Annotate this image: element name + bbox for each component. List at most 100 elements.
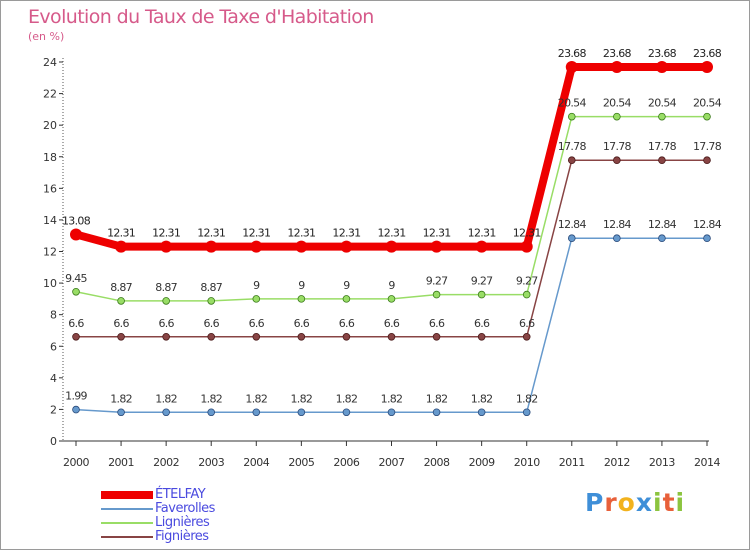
data-point <box>475 240 488 253</box>
data-point <box>701 61 713 74</box>
data-point <box>117 297 125 305</box>
data-label: 12.84 <box>648 218 677 231</box>
legend-item: Faverolles <box>101 502 215 516</box>
data-point <box>655 61 668 74</box>
data-label: 12.84 <box>603 218 632 231</box>
data-label: 23.68 <box>603 47 632 60</box>
data-point <box>72 287 80 296</box>
legend-item: Lignières <box>101 516 215 530</box>
data-label: 6.6 <box>249 317 265 330</box>
data-label: 6.6 <box>68 317 84 330</box>
logo-letter: i <box>653 488 663 517</box>
data-point <box>567 156 576 165</box>
data-point <box>387 332 396 341</box>
data-label: 23.68 <box>648 47 677 60</box>
data-label: 12.31 <box>423 227 451 240</box>
data-label: 20.54 <box>648 97 677 110</box>
data-label: 1.99 <box>65 390 87 403</box>
series-etelfay <box>70 61 713 253</box>
data-point <box>70 228 82 241</box>
series-fignieres <box>72 156 711 341</box>
data-point <box>340 240 353 253</box>
data-point <box>522 332 531 341</box>
data-label: 9 <box>253 279 260 292</box>
data-point <box>295 240 308 253</box>
y-tick-label: 10 <box>43 277 57 290</box>
data-label: 23.68 <box>693 47 722 60</box>
y-tick-label: 4 <box>50 372 57 385</box>
legend: ÉTELFAY Faverolles Lignières Fignières <box>101 488 215 544</box>
data-point <box>613 112 621 121</box>
x-tick-label: 2000 <box>63 456 89 469</box>
legend-item: Fignières <box>101 530 215 544</box>
data-label: 12.84 <box>558 218 587 231</box>
data-label: 8.87 <box>110 281 132 294</box>
data-point <box>522 408 531 417</box>
data-point <box>658 234 666 243</box>
data-label: 12.31 <box>197 227 225 240</box>
legend-item: ÉTELFAY <box>101 488 215 502</box>
data-point <box>658 112 666 121</box>
x-tick-label: 2006 <box>333 456 359 469</box>
proxiti-logo: Proxiti <box>585 488 685 517</box>
data-point <box>477 408 486 417</box>
data-point <box>703 156 711 165</box>
data-label: 8.87 <box>200 281 222 294</box>
data-label: 9 <box>298 279 305 292</box>
data-label: 12.31 <box>152 227 180 240</box>
y-tick-label: 8 <box>50 309 57 322</box>
x-tick-label: 2011 <box>559 456 585 469</box>
x-tick-label: 2009 <box>469 456 495 469</box>
data-label: 6.6 <box>429 317 445 330</box>
data-label: 9.27 <box>516 275 538 288</box>
data-label: 6.6 <box>113 317 129 330</box>
y-tick-label: 12 <box>43 246 57 259</box>
y-tick-label: 16 <box>43 182 57 195</box>
data-label: 1.82 <box>336 392 358 405</box>
data-label: 17.78 <box>558 140 587 153</box>
data-point <box>162 332 170 341</box>
data-point <box>115 240 128 253</box>
data-label: 6.6 <box>339 317 355 330</box>
data-label: 17.78 <box>693 140 722 153</box>
data-label: 6.6 <box>384 317 400 330</box>
data-label: 9.27 <box>471 275 493 288</box>
data-point <box>207 408 216 417</box>
data-point <box>342 295 351 303</box>
series-layer <box>70 61 713 417</box>
legend-swatch <box>101 536 153 538</box>
data-label: 12.31 <box>468 227 496 240</box>
x-tick-label: 2008 <box>424 456 450 469</box>
data-point <box>252 295 261 303</box>
data-label: 9.45 <box>65 272 87 285</box>
legend-label: Faverolles <box>155 501 215 516</box>
data-label: 8.87 <box>155 281 177 294</box>
legend-swatch <box>101 508 153 510</box>
data-label: 9 <box>343 279 350 292</box>
data-point <box>207 332 216 341</box>
legend-label: Fignières <box>155 529 209 544</box>
chart-title: Evolution du Taux de Taxe d'Habitation <box>28 6 374 28</box>
series-faverolles <box>72 234 711 417</box>
data-point <box>432 408 441 417</box>
data-label: 6.6 <box>204 317 220 330</box>
data-point <box>387 408 396 417</box>
data-point <box>610 61 623 74</box>
data-point <box>477 290 486 299</box>
data-point <box>385 240 398 253</box>
logo-letter: x <box>635 488 653 517</box>
data-point <box>567 234 576 243</box>
x-tick-label: 2001 <box>108 456 134 469</box>
y-tick-label: 2 <box>50 403 57 416</box>
data-label: 12.31 <box>513 227 541 240</box>
x-tick-label: 2007 <box>379 456 405 469</box>
data-label: 17.78 <box>648 140 677 153</box>
x-tick-label: 2003 <box>198 456 224 469</box>
y-tick-label: 22 <box>43 88 57 101</box>
x-tick-label: 2010 <box>514 456 540 469</box>
y-tick-label: 18 <box>43 151 57 164</box>
data-point <box>72 332 80 341</box>
x-tick-label: 2012 <box>604 456 630 469</box>
y-tick-label: 20 <box>43 119 57 132</box>
